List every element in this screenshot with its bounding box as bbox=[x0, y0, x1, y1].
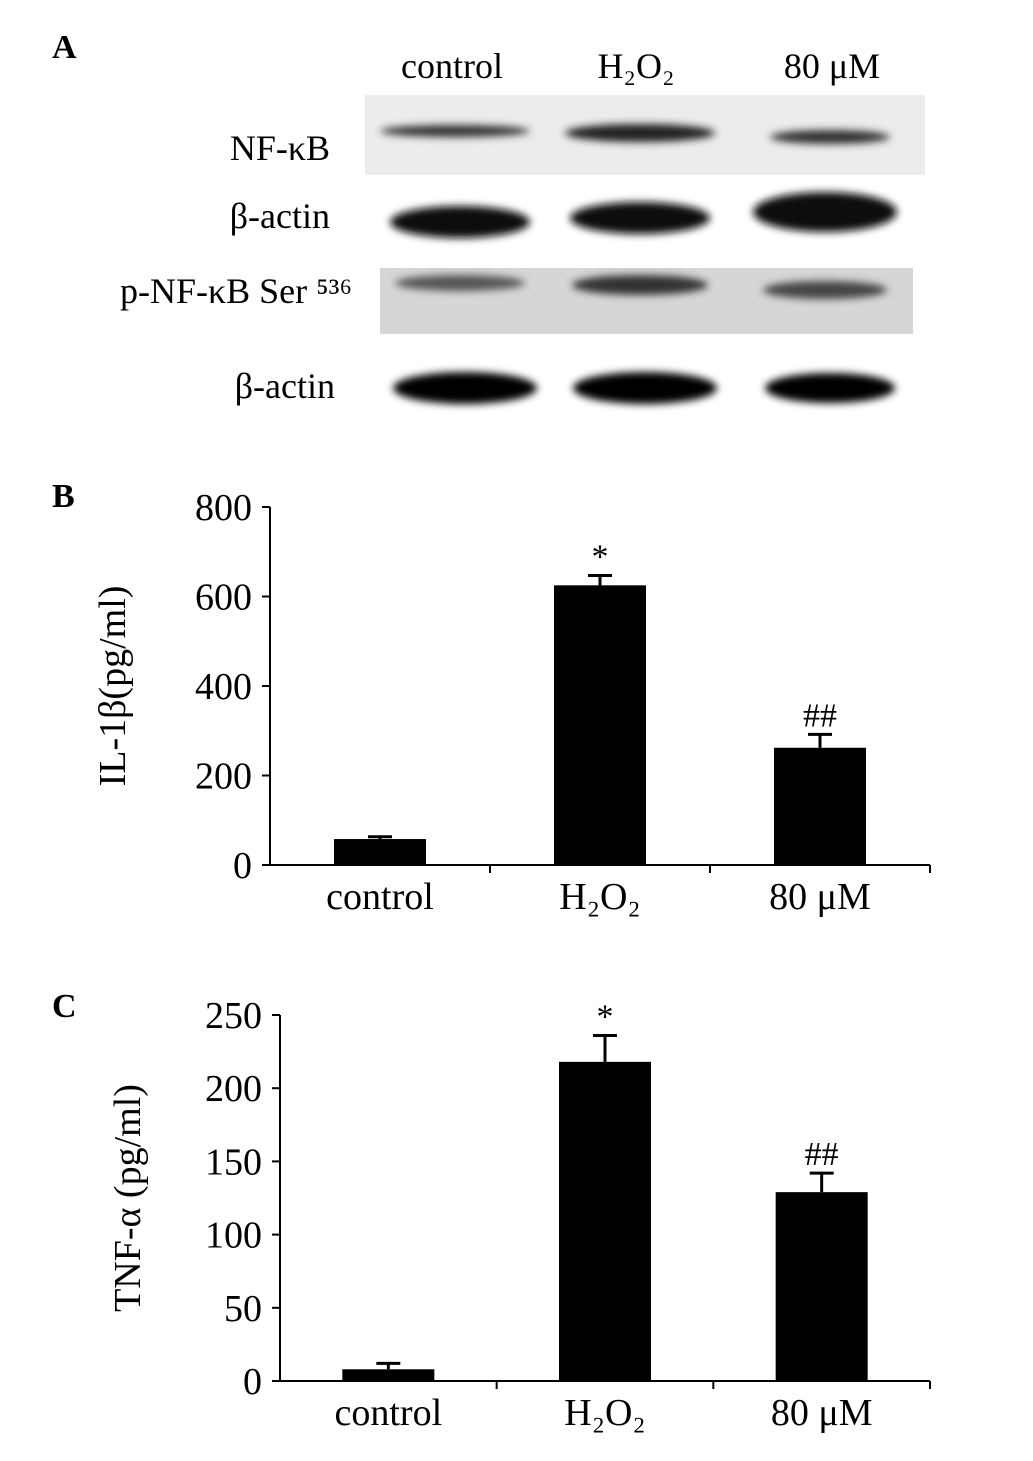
panel-label: B bbox=[52, 478, 75, 515]
band bbox=[572, 275, 708, 295]
lane-label: control bbox=[401, 46, 503, 86]
error-bar bbox=[376, 1361, 401, 1370]
band bbox=[573, 372, 717, 404]
bar bbox=[334, 839, 426, 865]
band bbox=[390, 206, 530, 238]
y-tick-label: 0 bbox=[243, 1361, 262, 1403]
lane-label: H₂O₂ bbox=[597, 46, 674, 86]
x-tick-label: control bbox=[326, 876, 434, 918]
error-bar bbox=[368, 835, 392, 840]
panel-label: A bbox=[52, 29, 77, 66]
error-bar bbox=[588, 573, 612, 586]
error-bar bbox=[808, 732, 832, 748]
y-tick-label: 200 bbox=[205, 1068, 262, 1110]
error-bar bbox=[809, 1171, 834, 1193]
x-tick-label: 80 μM bbox=[769, 876, 871, 918]
bar bbox=[559, 1061, 651, 1381]
bar bbox=[554, 585, 646, 865]
significance-mark: * bbox=[592, 538, 609, 575]
row-label: β-actin bbox=[235, 366, 335, 406]
x-tick-label: 80 μM bbox=[771, 1392, 873, 1434]
band bbox=[770, 130, 890, 144]
bar bbox=[342, 1369, 435, 1381]
y-axis-label: IL-1β(pg/ml) bbox=[92, 586, 134, 787]
blot-bands bbox=[380, 124, 897, 404]
band bbox=[765, 373, 895, 403]
row-label: NF-κB bbox=[230, 128, 330, 168]
significance-mark: ## bbox=[803, 697, 837, 734]
bar bbox=[775, 1192, 868, 1381]
band bbox=[393, 372, 537, 404]
panel-label: C bbox=[52, 988, 77, 1025]
row-label: p-NF-κB Ser ⁵³⁶ bbox=[120, 271, 352, 311]
band bbox=[380, 125, 530, 137]
band bbox=[395, 275, 525, 291]
y-tick-label: 150 bbox=[205, 1141, 262, 1183]
y-tick-label: 400 bbox=[195, 666, 252, 708]
y-tick-label: 100 bbox=[205, 1215, 262, 1257]
x-tick-label: H₂O₂ bbox=[564, 1392, 645, 1434]
band bbox=[753, 192, 897, 232]
x-tick-label: control bbox=[335, 1392, 443, 1434]
y-tick-label: 200 bbox=[195, 756, 252, 798]
error-bar bbox=[593, 1034, 617, 1062]
row-label: β-actin bbox=[230, 196, 330, 236]
significance-mark: ## bbox=[805, 1136, 839, 1173]
y-tick-label: 250 bbox=[205, 995, 262, 1037]
significance-mark: * bbox=[597, 998, 614, 1035]
band bbox=[763, 281, 887, 299]
y-tick-label: 50 bbox=[224, 1288, 262, 1330]
y-tick-label: 0 bbox=[233, 845, 252, 887]
y-tick-label: 600 bbox=[195, 577, 252, 619]
bar bbox=[774, 747, 866, 865]
x-tick-label: H₂O₂ bbox=[559, 876, 640, 918]
lane-label: 80 μM bbox=[784, 46, 880, 86]
y-axis-label: TNF-α (pg/ml) bbox=[107, 1084, 149, 1312]
band bbox=[565, 124, 715, 142]
band bbox=[570, 202, 710, 234]
y-tick-label: 800 bbox=[195, 487, 252, 529]
